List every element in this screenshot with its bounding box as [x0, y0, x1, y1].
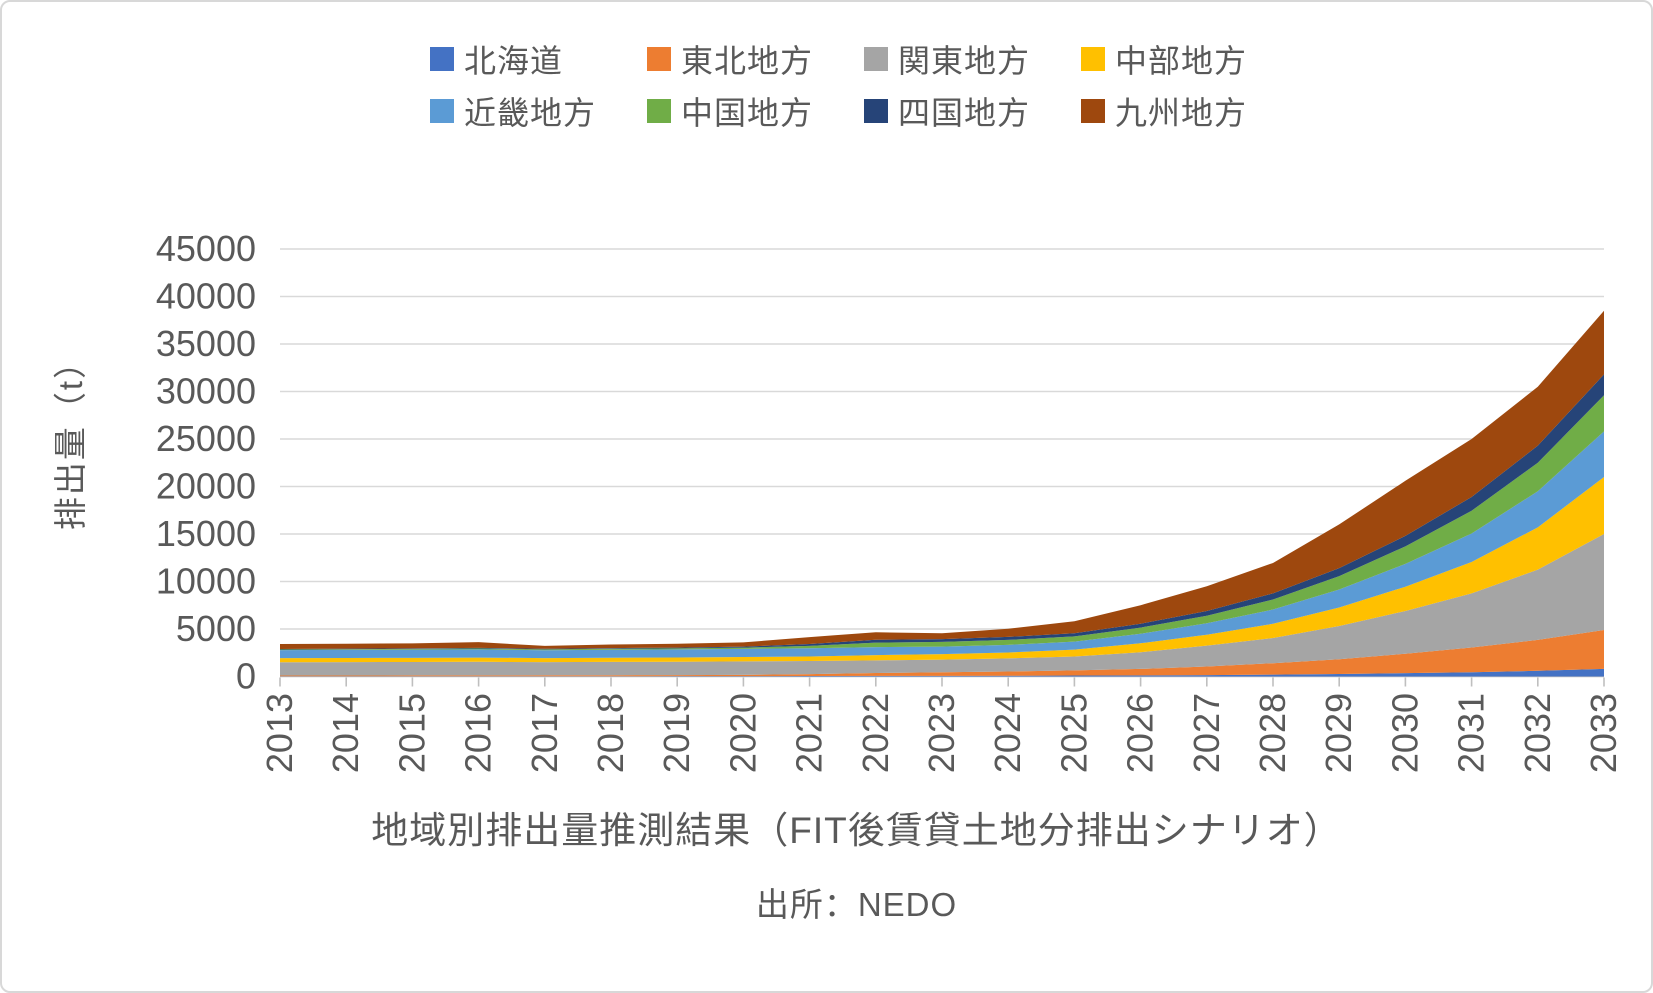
x-tick-label: 2033 — [1583, 693, 1624, 773]
legend-item-東北地方: 東北地方 — [647, 42, 864, 79]
x-tick-label: 2017 — [524, 693, 565, 773]
legend-swatch — [864, 47, 888, 71]
x-tick-label: 2031 — [1451, 693, 1492, 773]
legend-label: 四国地方 — [898, 95, 1031, 131]
x-tick-label: 2016 — [458, 693, 499, 773]
legend-swatch — [1081, 99, 1105, 123]
y-tick-label: 5000 — [176, 608, 256, 649]
x-tick-label: 2022 — [855, 693, 896, 773]
y-tick-label: 45000 — [156, 228, 256, 269]
legend-label: 近畿地方 — [464, 95, 597, 131]
legend-label: 北海道 — [464, 43, 564, 79]
y-tick-label: 30000 — [156, 371, 256, 412]
x-tick-label: 2030 — [1384, 693, 1425, 773]
area-東北地方 — [280, 629, 1604, 677]
x-tick-label: 2014 — [325, 693, 366, 773]
x-tick-label: 2023 — [921, 693, 962, 773]
x-tick-label: 2019 — [656, 693, 697, 773]
x-tick-label: 2024 — [987, 693, 1028, 773]
legend-label: 中部地方 — [1115, 43, 1248, 79]
x-tick-label: 2026 — [1120, 693, 1161, 773]
x-tick-label: 2027 — [1186, 693, 1227, 773]
legend: 北海道 東北地方 関東地方 中部地方近畿地方 中国地方 四国地方 九州地方 — [430, 42, 1298, 131]
legend-item-関東地方: 関東地方 — [864, 42, 1081, 79]
legend-label: 九州地方 — [1115, 95, 1248, 131]
legend-swatch — [864, 99, 888, 123]
legend-item-中国地方: 中国地方 — [647, 94, 864, 131]
legend-item-北海道: 北海道 — [430, 42, 647, 79]
legend-label: 東北地方 — [681, 43, 814, 79]
legend-item-近畿地方: 近畿地方 — [430, 94, 647, 131]
x-tick-label: 2021 — [789, 693, 830, 773]
x-tick-label: 2029 — [1318, 693, 1359, 773]
y-tick-label: 15000 — [156, 513, 256, 554]
x-tick-label: 2020 — [722, 693, 763, 773]
x-tick-label: 2015 — [391, 693, 432, 773]
legend-swatch — [647, 47, 671, 71]
legend-swatch — [430, 47, 454, 71]
y-tick-label: 35000 — [156, 323, 256, 364]
x-tick-label: 2025 — [1053, 693, 1094, 773]
area-九州地方 — [280, 310, 1604, 650]
x-tick-label: 2018 — [590, 693, 631, 773]
legend-item-九州地方: 九州地方 — [1081, 94, 1298, 131]
area-関東地方 — [280, 534, 1604, 676]
y-axis-title: 排出量（t） — [52, 344, 89, 530]
legend-item-中部地方: 中部地方 — [1081, 42, 1298, 79]
y-tick-label: 40000 — [156, 276, 256, 317]
y-tick-label: 0 — [236, 656, 256, 697]
legend-label: 関東地方 — [898, 43, 1031, 79]
y-tick-label: 20000 — [156, 466, 256, 507]
x-tick-label: 2013 — [259, 693, 300, 773]
legend-swatch — [1081, 47, 1105, 71]
x-tick-label: 2028 — [1252, 693, 1293, 773]
y-tick-label: 25000 — [156, 418, 256, 459]
legend-swatch — [647, 99, 671, 123]
chart-title: 地域別排出量推測結果（FIT後賃貸土地分排出シナリオ） — [371, 810, 1342, 851]
legend-swatch — [430, 99, 454, 123]
chart-source: 出所：NEDO — [755, 886, 958, 923]
legend-label: 中国地方 — [681, 95, 814, 131]
y-tick-label: 10000 — [156, 561, 256, 602]
legend-item-四国地方: 四国地方 — [864, 94, 1081, 131]
x-tick-label: 2032 — [1517, 693, 1558, 773]
